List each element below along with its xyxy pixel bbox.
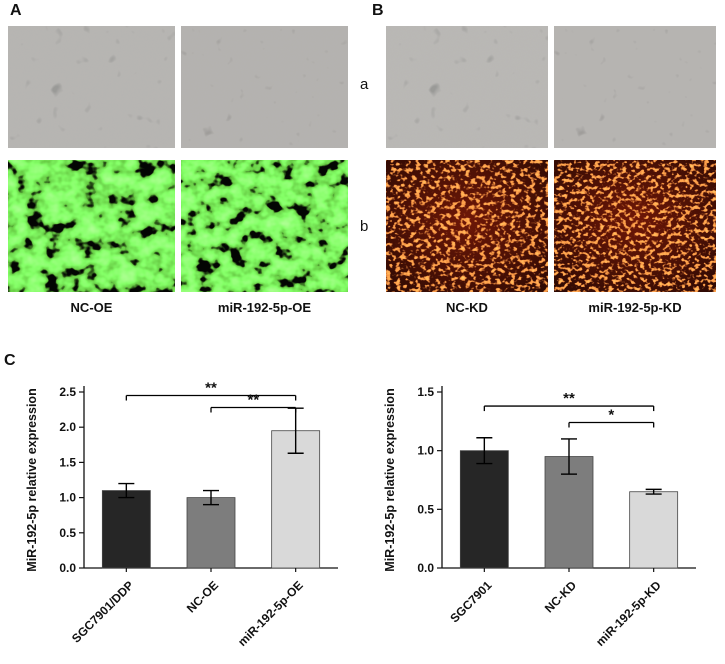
panel-b-label: B bbox=[372, 2, 384, 19]
row-label-b: b bbox=[360, 218, 369, 235]
category-label: NC-OE bbox=[184, 578, 221, 615]
caption-nc-oe: NC-OE bbox=[70, 300, 113, 315]
caption-mir-192-5p-oe: miR-192-5p-OE bbox=[217, 300, 312, 315]
red-fluorescence-image-nc-kd bbox=[386, 160, 548, 292]
significance-label: ** bbox=[247, 391, 259, 408]
y-tick-label: 1.5 bbox=[59, 455, 76, 469]
bar bbox=[629, 491, 679, 569]
y-tick-label: 1.0 bbox=[417, 444, 434, 458]
red-fluorescence-image-mir-kd bbox=[554, 160, 716, 292]
bar bbox=[101, 490, 151, 569]
category-label: miR-192-5p-KD bbox=[593, 578, 664, 649]
y-tick-label: 1.0 bbox=[59, 491, 76, 505]
gfp-fluorescence-image-nc-oe bbox=[8, 160, 175, 292]
caption-mir-192-5p-kd: miR-192-5p-KD bbox=[588, 300, 682, 315]
significance-label: * bbox=[608, 407, 614, 424]
y-tick-label: 0.0 bbox=[417, 561, 434, 575]
bar bbox=[459, 450, 509, 569]
bar bbox=[186, 497, 236, 569]
panel-a-label: A bbox=[10, 2, 22, 19]
brightfield-image-nc-oe bbox=[8, 26, 175, 148]
y-tick-label: 0.0 bbox=[59, 561, 76, 575]
gfp-fluorescence-image-mir-oe bbox=[181, 160, 348, 292]
y-tick-label: 0.5 bbox=[417, 502, 434, 516]
category-label: SGC7901/DDP bbox=[69, 578, 136, 645]
bar-chart-overexpression: 0.0 0.5 1.0 1.5 2.0 2.5 SGC7901/DDP NC-OE miR-19… bbox=[25, 380, 338, 649]
brightfield-image-mir-kd bbox=[554, 26, 716, 148]
y-tick-label: 0.5 bbox=[59, 526, 76, 540]
row-label-a: a bbox=[360, 76, 369, 93]
category-label: SGC7901 bbox=[447, 578, 494, 625]
y-tick-label: 1.5 bbox=[417, 385, 434, 399]
brightfield-image-nc-kd bbox=[386, 26, 548, 148]
y-axis-title: MiR-192-5p relative expression bbox=[383, 388, 397, 571]
panel-c-label: C bbox=[4, 352, 16, 369]
caption-nc-kd: NC-KD bbox=[446, 300, 488, 315]
significance-label: ** bbox=[563, 390, 575, 407]
category-label: NC-KD bbox=[542, 578, 579, 615]
category-label: miR-192-5p-OE bbox=[235, 578, 306, 649]
y-tick-label: 2.0 bbox=[59, 420, 76, 434]
brightfield-image-mir-oe bbox=[181, 26, 348, 148]
significance-label: ** bbox=[205, 380, 217, 397]
y-tick-label: 2.5 bbox=[59, 385, 76, 399]
y-axis-title: MiR-192-5p relative expression bbox=[25, 388, 39, 571]
